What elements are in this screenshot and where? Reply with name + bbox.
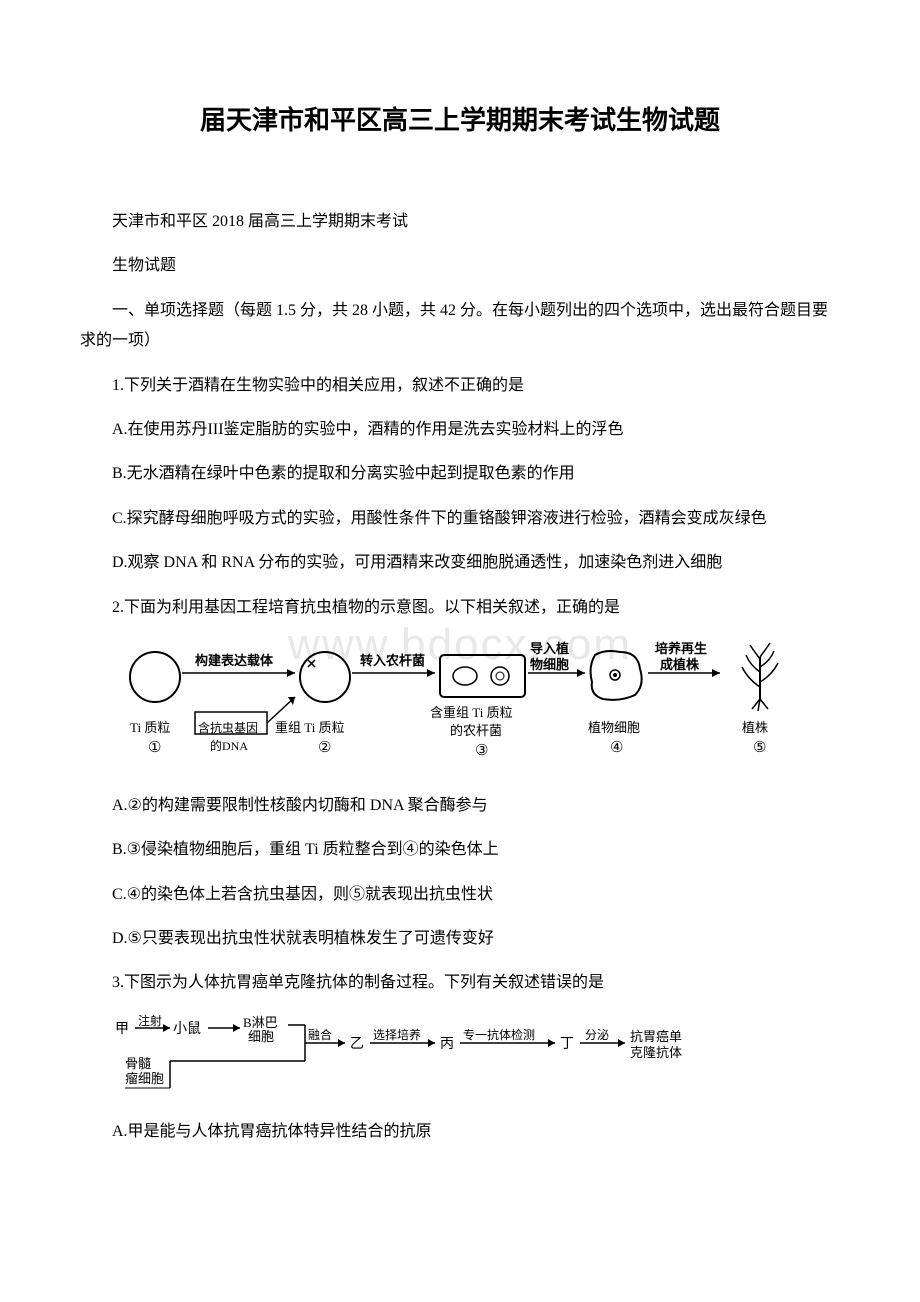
q2-option-a: A.②的构建需要限制性核酸内切酶和 DNA 聚合酶参与	[80, 791, 840, 821]
q2-option-b: B.③侵染植物细胞后，重组 Ti 质粒整合到④的染色体上	[80, 835, 840, 865]
label-bacteria-1: 含重组 Ti 质粒	[430, 705, 513, 720]
label-dna-fragment-2: 的DNA	[210, 738, 248, 753]
q2-option-c: C.④的染色体上若含抗虫基因，则⑤就表现出抗虫性状	[80, 880, 840, 910]
label-grow-2: 成植株	[660, 657, 700, 672]
label-plant: 植株	[742, 720, 768, 735]
q1-stem: 1.下列关于酒精在生物实验中的相关应用，叙述不正确的是	[80, 371, 840, 401]
label-dna-fragment-1: 含抗虫基因	[198, 720, 258, 735]
label-result-2: 克隆抗体	[630, 1045, 682, 1060]
label-num-1: ①	[148, 740, 161, 756]
label-antibody-test: 专一抗体检测	[463, 1027, 535, 1042]
label-inject: 注射	[138, 1013, 162, 1028]
label-secrete: 分泌	[585, 1028, 609, 1042]
q3-stem: 3.下图示为人体抗胃癌单克隆抗体的制备过程。下列有关叙述错误的是	[80, 968, 840, 998]
label-recombinant: 重组 Ti 质粒	[275, 720, 345, 735]
label-marrow-1: 骨髓	[125, 1056, 151, 1071]
label-bcell-1: B淋巴	[243, 1015, 278, 1030]
label-bing: 丙	[440, 1037, 454, 1052]
label-num-5: ⑤	[753, 740, 766, 756]
q1-option-b: B.无水酒精在绿叶中色素的提取和分离实验中起到提取色素的作用	[80, 459, 840, 489]
label-marrow-2: 瘤细胞	[125, 1071, 164, 1086]
label-result-1: 抗胃癌单	[630, 1029, 682, 1044]
intro-line-1: 天津市和平区 2018 届高三上学期期末考试	[80, 207, 840, 237]
q1-option-a: A.在使用苏丹III鉴定脂肪的实验中，酒精的作用是洗去实验材料上的浮色	[80, 415, 840, 445]
label-grow-1: 培养再生	[655, 641, 707, 656]
q2-option-d: D.⑤只要表现出抗虫性状就表明植株发生了可遗传变好	[80, 924, 840, 954]
label-ding: 丁	[560, 1037, 574, 1052]
label-jia: 甲	[115, 1022, 129, 1037]
label-bacteria-2: 的农杆菌	[450, 723, 502, 738]
intro-line-3: 一、单项选择题（每题 1.5 分，共 28 小题，共 42 分。在每小题列出的四…	[80, 296, 840, 357]
intro-line-2: 生物试题	[80, 251, 840, 281]
label-bcell-2: 细胞	[248, 1029, 274, 1044]
label-yi: 乙	[350, 1036, 364, 1052]
q1-option-d: D.观察 DNA 和 RNA 分布的实验，可用酒精来改变细胞脱通透性，加速染色剂…	[80, 548, 840, 578]
label-build-vector: 构建表达载体	[195, 653, 274, 668]
q3-option-a: A.甲是能与人体抗胃癌抗体特异性结合的抗原	[80, 1117, 840, 1147]
label-num-4: ④	[610, 740, 623, 756]
plant-drawing-icon	[742, 643, 778, 711]
diagram-monoclonal-antibody: 甲 注射 小鼠 B淋巴 细胞 骨髓 瘤细胞	[110, 1013, 840, 1103]
label-fuse: 融合	[308, 1027, 332, 1042]
label-num-2: ②	[318, 740, 331, 756]
label-ti-plasmid: Ti 质粒	[130, 720, 170, 735]
q1-option-c: C.探究酵母细胞呼吸方式的实验，用酸性条件下的重铬酸钾溶液进行检验，酒精会变成灰…	[80, 504, 840, 534]
label-transfer-bacteria: 转入农杆菌	[360, 653, 425, 668]
label-mouse: 小鼠	[173, 1021, 201, 1037]
q2-stem: 2.下面为利用基因工程培育抗虫植物的示意图。以下相关叙述，正确的是	[80, 593, 840, 623]
document-title: 届天津市和平区高三上学期期末考试生物试题	[80, 100, 840, 137]
label-into-cell-2: 物细胞	[530, 657, 569, 672]
label-num-3: ③	[475, 743, 488, 759]
label-select: 选择培养	[373, 1027, 421, 1042]
label-into-cell-1: 导入植	[530, 641, 569, 656]
diagram-gene-engineering: Ti 质粒 ① 含抗虫基因 的DNA 构建表达载体 重组 Ti 质粒 ②	[110, 637, 840, 777]
label-plant-cell: 植物细胞	[588, 720, 640, 735]
